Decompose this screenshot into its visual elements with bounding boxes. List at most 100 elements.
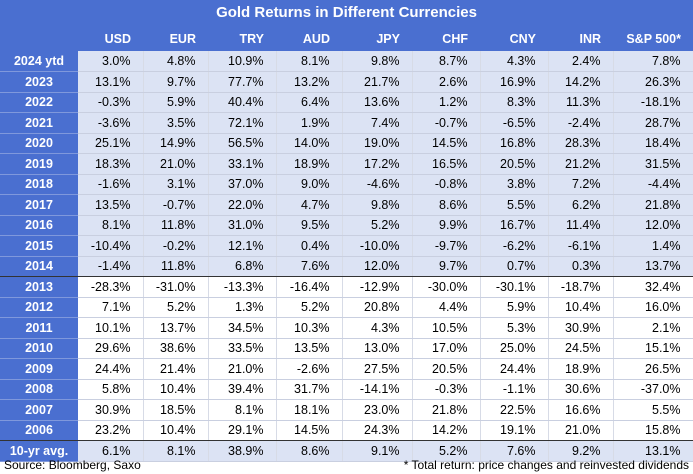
table-cell: 28.3% (548, 133, 614, 154)
table-cell: 24.3% (342, 420, 413, 441)
table-row: 2007 30.9% 18.5% 8.1% 18.1% 23.0% 21.8% 22.5% 16… (0, 399, 693, 421)
table-cell: 8.1% (143, 440, 209, 462)
table-cell: 18.4% (613, 133, 693, 154)
table-cell: 5.3% (480, 317, 549, 339)
table-cell: 26.5% (613, 358, 693, 380)
table-cell: -6.5% (480, 112, 549, 134)
source-note: Source: Bloomberg, Saxo (4, 458, 141, 472)
table-cell: 5.8% (78, 379, 144, 400)
column-header: EUR (143, 26, 208, 51)
table-cell: 6.8% (208, 256, 277, 277)
table-cell: 77.7% (208, 71, 277, 93)
table-cell: 20.5% (480, 153, 549, 175)
table-cell: 21.8% (613, 194, 693, 216)
table-body: 2024 ytd 3.0% 4.8% 10.9% 8.1% 9.8% 8.7% 4.3% 2.4… (0, 51, 693, 462)
table-cell: 4.3% (342, 317, 413, 339)
column-header: CNY (480, 26, 548, 51)
table-cell: 38.6% (143, 338, 209, 359)
table-cell: 4.3% (480, 51, 549, 72)
returns-table: USD EUR TRY AUD JPY CHF CNY INR S&P 500* 2024 yt… (0, 26, 693, 462)
table-row: 2010 29.6% 38.6% 33.5% 13.5% 13.0% 17.0% 25.0% 2… (0, 338, 693, 359)
table-cell: 8.7% (412, 51, 481, 72)
table-cell: 10.4% (548, 297, 614, 318)
table-row: 2009 24.4% 21.4% 21.0% -2.6% 27.5% 20.5% 24.4% 1… (0, 358, 693, 380)
table-title: Gold Returns in Different Currencies (0, 0, 693, 26)
table-cell: -14.1% (342, 379, 413, 400)
table-cell: 24.4% (480, 358, 549, 380)
table-cell: 2.6% (412, 71, 481, 93)
table-cell: 3.1% (143, 174, 209, 195)
column-header: S&P 500* (613, 26, 693, 51)
table-cell: 8.1% (78, 215, 144, 236)
table-cell: 2.4% (548, 51, 614, 72)
table-cell: 6.4% (276, 92, 343, 113)
table-row: 2013 -28.3% -31.0% -13.3% -16.4% -12.9% -30.0%… (0, 276, 693, 298)
table-cell: 20.5% (412, 358, 481, 380)
total-return-footnote: * Total return: price changes and reinve… (403, 458, 689, 472)
column-header: CHF (412, 26, 480, 51)
table-footer: Source: Bloomberg, Saxo * Total return: … (0, 456, 693, 474)
table-cell: 11.3% (548, 92, 614, 113)
table-header-row: USD EUR TRY AUD JPY CHF CNY INR S&P 500* (0, 26, 693, 51)
table-cell: 18.1% (276, 399, 343, 421)
table-cell: -6.1% (548, 235, 614, 257)
table-cell: 14.5% (276, 420, 343, 441)
table-cell: -2.6% (276, 358, 343, 380)
table-cell: 33.5% (208, 338, 277, 359)
table-cell: 1.9% (276, 112, 343, 134)
table-cell: 23.0% (342, 399, 413, 421)
table-cell: 7.1% (78, 297, 144, 318)
table-cell: 13.0% (342, 338, 413, 359)
table-row: 2015 -10.4% -0.2% 12.1% 0.4% -10.0% -9.7% -6.2%… (0, 235, 693, 257)
table-row: 2008 5.8% 10.4% 39.4% 31.7% -14.1% -0.3% -1.1% 3… (0, 379, 693, 400)
table-cell: 22.0% (208, 194, 277, 216)
table-cell: 8.6% (412, 194, 481, 216)
table-cell: 13.5% (276, 338, 343, 359)
table-cell: 10.1% (78, 317, 144, 339)
table-cell: 21.7% (342, 71, 413, 93)
table-row: 2006 23.2% 10.4% 29.1% 14.5% 24.3% 14.2% 19.1% 2… (0, 420, 693, 441)
table-cell: 11.4% (548, 215, 614, 236)
table-cell: 30.9% (548, 317, 614, 339)
row-label: 2014 (0, 256, 78, 277)
table-cell: -0.7% (412, 112, 481, 134)
table-cell: 1.4% (613, 235, 693, 257)
table-cell: 7.8% (613, 51, 693, 72)
row-label: 2015 (0, 235, 78, 257)
row-label: 2019 (0, 153, 78, 175)
row-label: 2007 (0, 399, 78, 421)
table-cell: 6.2% (548, 194, 614, 216)
table-cell: 12.0% (613, 215, 693, 236)
table-cell: 16.7% (480, 215, 549, 236)
table-cell: 21.0% (143, 153, 209, 175)
table-cell: 13.1% (613, 440, 693, 462)
table-cell: -30.1% (480, 276, 549, 298)
table-cell: 5.2% (342, 215, 413, 236)
table-cell: -28.3% (78, 276, 144, 298)
row-label: 10-yr avg. (0, 440, 78, 462)
table-cell: 18.9% (548, 358, 614, 380)
table-cell: 27.5% (342, 358, 413, 380)
table-cell: 34.5% (208, 317, 277, 339)
table-cell: 5.5% (613, 399, 693, 421)
table-cell: 7.6% (276, 256, 343, 277)
table-cell: 18.5% (143, 399, 209, 421)
row-label: 2020 (0, 133, 78, 154)
table-cell: -0.8% (412, 174, 481, 195)
table-cell: -30.0% (412, 276, 481, 298)
table-cell: 29.1% (208, 420, 277, 441)
table-cell: 17.0% (412, 338, 481, 359)
table-cell: -12.9% (342, 276, 413, 298)
table-cell: 9.0% (276, 174, 343, 195)
table-cell: -16.4% (276, 276, 343, 298)
table-cell: 0.4% (276, 235, 343, 257)
table-cell: 3.8% (480, 174, 549, 195)
table-cell: 14.5% (412, 133, 481, 154)
table-cell: -0.3% (78, 92, 144, 113)
table-cell: 13.1% (78, 71, 144, 93)
table-row: 2020 25.1% 14.9% 56.5% 14.0% 19.0% 14.5% 16.8% 2… (0, 133, 693, 154)
table-cell: 13.5% (78, 194, 144, 216)
table-cell: 31.0% (208, 215, 277, 236)
table-cell: -9.7% (412, 235, 481, 257)
